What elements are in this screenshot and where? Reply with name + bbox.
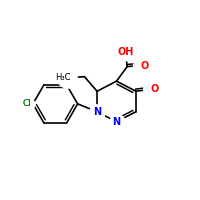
Text: N: N xyxy=(112,117,121,127)
Text: O: O xyxy=(140,61,149,71)
Text: OH: OH xyxy=(117,47,133,57)
Text: O: O xyxy=(151,84,159,94)
Text: N: N xyxy=(93,107,101,117)
Text: H₃C: H₃C xyxy=(56,73,71,82)
Text: Cl: Cl xyxy=(22,99,31,108)
Text: Cl: Cl xyxy=(22,99,31,108)
